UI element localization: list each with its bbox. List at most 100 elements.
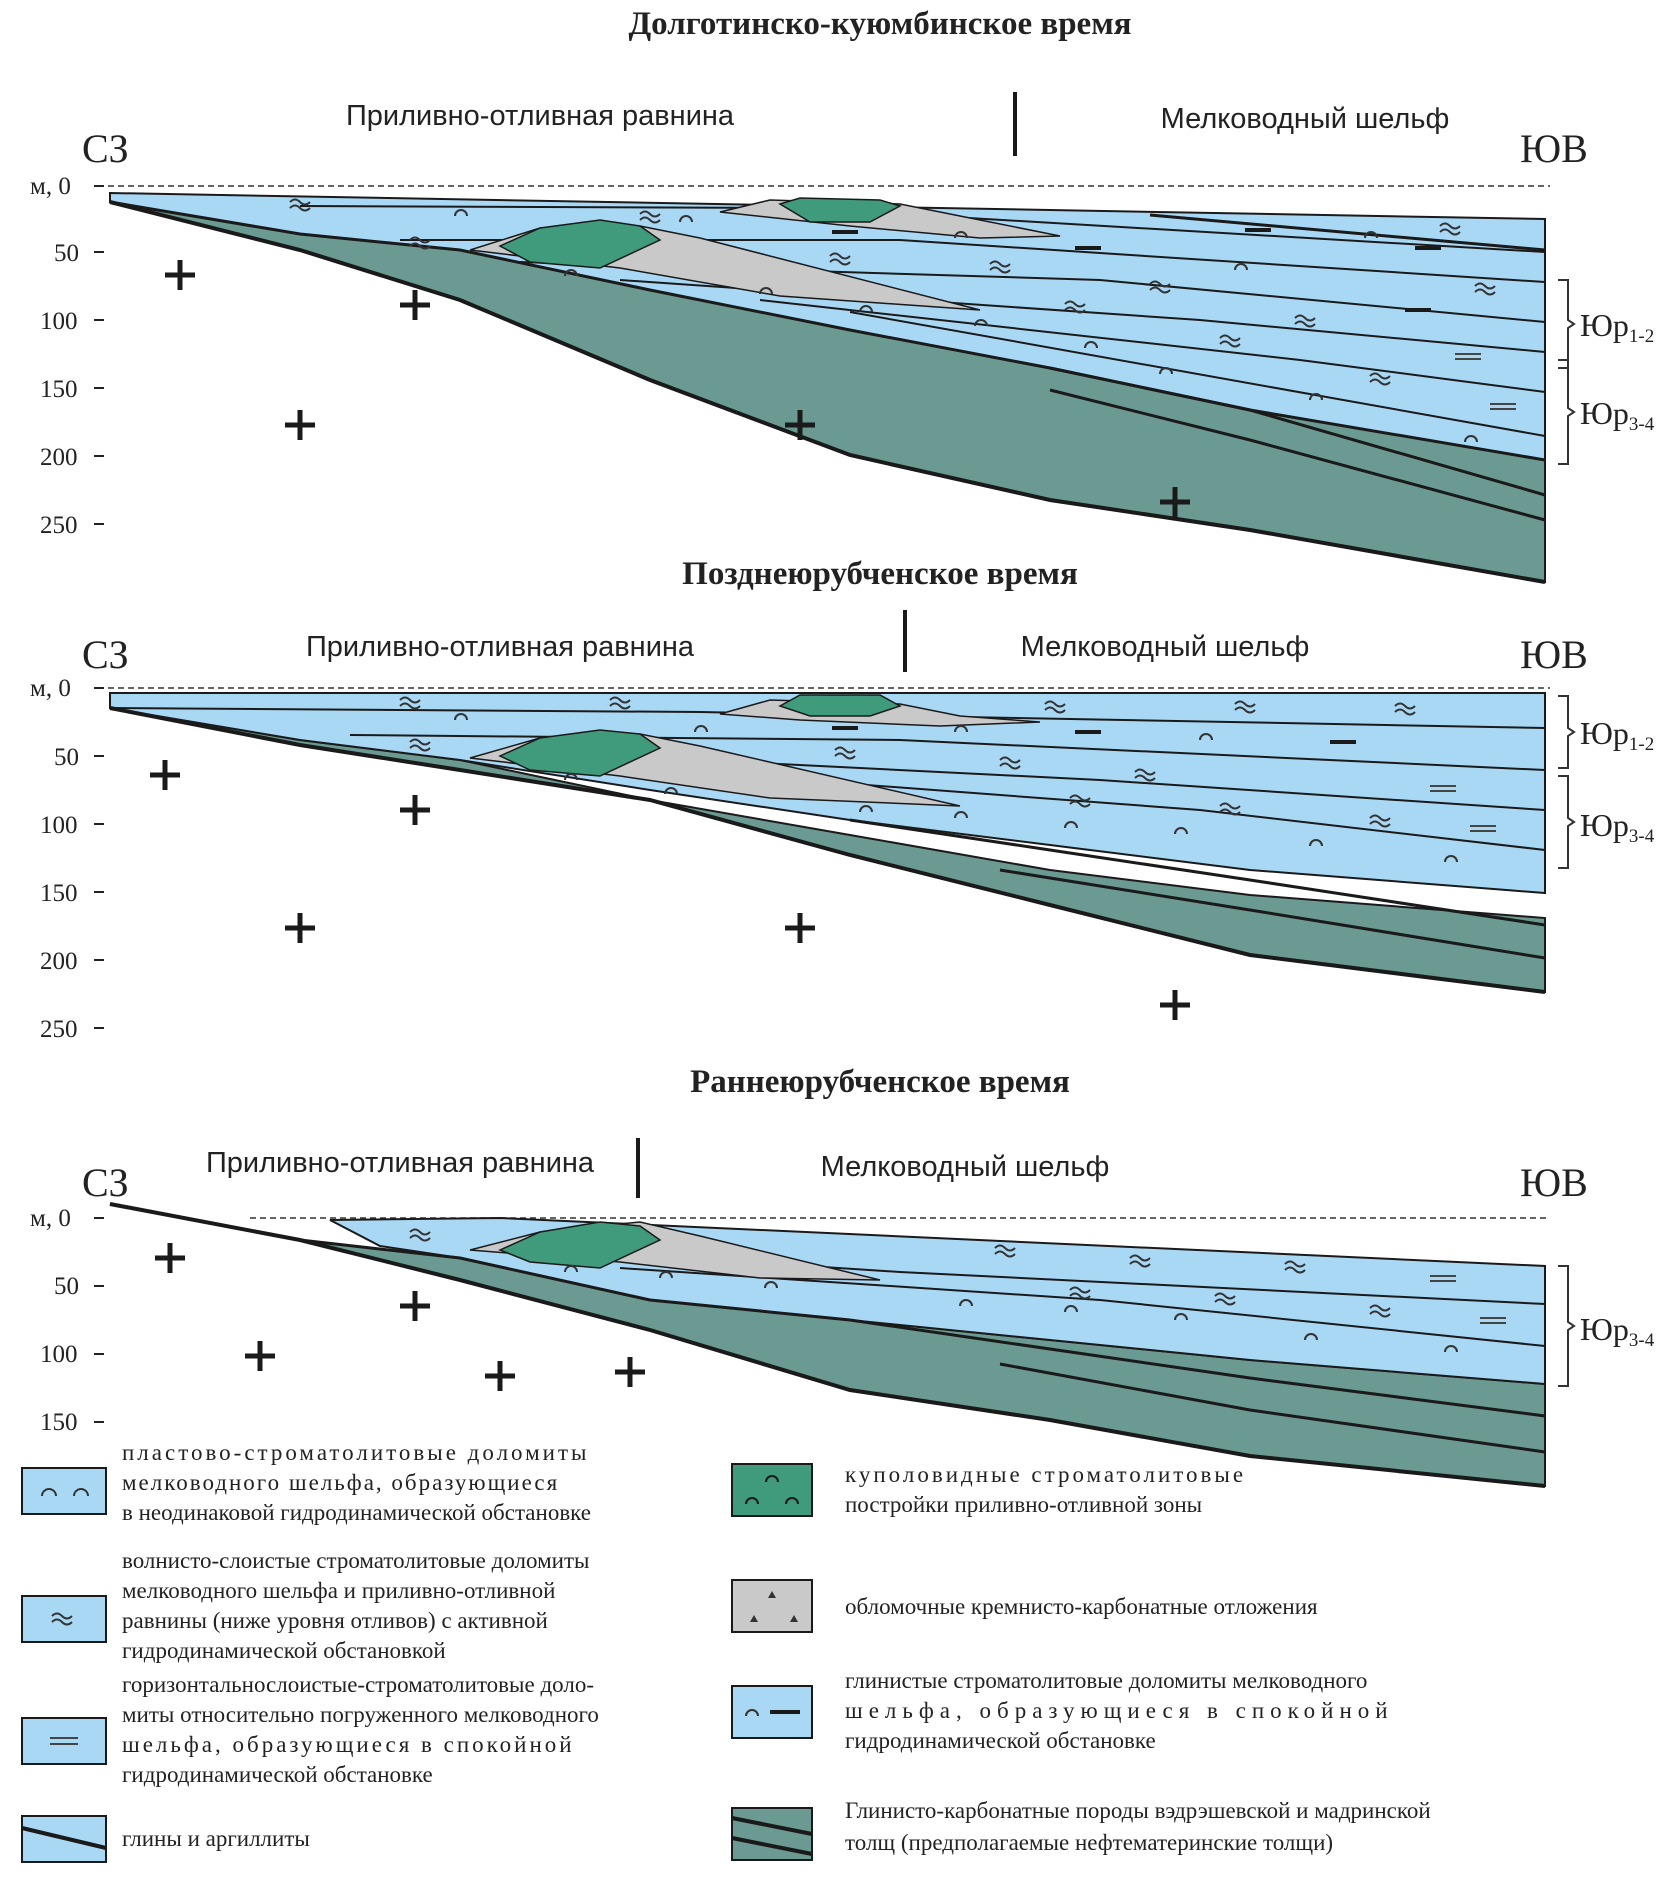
basement-base-line: [109, 200, 1546, 584]
legend-text: глинистые строматолитовые доломиты мелко…: [845, 1668, 1367, 1693]
legend-text: Глинисто-карбонатные породы вэдрэшевской…: [845, 1798, 1431, 1823]
panel-title: Долготинско-куюмбинское время: [628, 6, 1131, 42]
depth-unit-label: м, 0: [30, 675, 71, 702]
depth-tick: 100: [40, 308, 78, 335]
unit-label-jur-3-4: Юр3-4: [1580, 395, 1655, 435]
depth-tick: 50: [54, 1273, 79, 1300]
basement-base-line: [109, 1202, 1546, 1488]
direction-nw: СЗ: [82, 126, 129, 171]
legend-swatch: [21, 1717, 107, 1765]
legend-item-wavy-stromatolite-dolomite: волнисто-слоистые строматолитовые доломи…: [21, 1548, 589, 1663]
clay-dash-symbols: [832, 228, 1441, 312]
legend-text: куполовидные строматолитовые: [845, 1462, 1246, 1487]
legend-text: постройки приливно-отливной зоны: [845, 1492, 1202, 1517]
stratigraphic-unit-bracket: [1558, 1265, 1576, 1387]
legend-swatch: [21, 1595, 107, 1643]
legend-swatch: [21, 1467, 107, 1515]
legend-item-stromatolite-dome: куполовидные строматолитовые постройки п…: [731, 1462, 1246, 1517]
dome-icon: [745, 1709, 759, 1717]
legend-text: толщ (предполагаемые нефтематеринские то…: [845, 1830, 1333, 1855]
zone-label-tidal-flat: Приливно-отливная равнина: [306, 631, 695, 663]
depth-tick: 100: [40, 1341, 78, 1368]
panel-early-yurubchen: Раннеюрубченское время Приливно-отливная…: [30, 1064, 1655, 1488]
unit-label-jur-3-4: Юр3-4: [1580, 1311, 1655, 1351]
legend-swatch: [731, 1463, 813, 1517]
wavy-symbols: [399, 696, 1416, 828]
zone-label-shallow-shelf: Мелководный шельф: [821, 1151, 1110, 1183]
legend-text: пластово-строматолитовые доломиты: [122, 1440, 589, 1465]
panel-late-yurubchen: Позднеюрубченское время Приливно-отливна…: [30, 556, 1655, 1043]
horizontal-symbols: [1430, 785, 1496, 832]
stromatolite-dome: [498, 1221, 662, 1269]
legend-item-horizontal-stromatolite-dolomite: горизонтальнослоистые-строматолитовые до…: [21, 1672, 599, 1787]
stratigraphic-unit-bracket: [1558, 695, 1576, 869]
clay-line-icon: [21, 1826, 107, 1850]
panel-title: Раннеюрубченское время: [690, 1064, 1070, 1100]
stratigraphic-unit-bracket: [1558, 279, 1576, 465]
horizontal-lines-icon: [50, 1737, 78, 1745]
legend-text: глины и аргиллиты: [122, 1826, 310, 1851]
dome-symbols: [454, 209, 1478, 443]
unit-label-jur-3-4: Юр3-4: [1580, 807, 1655, 847]
clay-dash-symbols: [832, 726, 1356, 744]
depth-axis: м, 0 50 100 150: [30, 1205, 104, 1436]
legend: пластово-строматолитовые доломиты мелков…: [21, 1440, 1431, 1863]
dome-icon: [41, 1488, 89, 1497]
unit-label-jur-1-2: Юр1-2: [1580, 715, 1654, 755]
wavy-symbols: [289, 198, 1496, 386]
basement-base-line: [109, 706, 1546, 994]
zone-label-tidal-flat: Приливно-отливная равнина: [206, 1147, 595, 1179]
legend-text: шельфа, образующиеся в спокойной: [845, 1698, 1394, 1723]
zone-label-shallow-shelf: Мелководный шельф: [1021, 631, 1310, 663]
clay-line-icon: [731, 1816, 813, 1836]
clay-line-icon: [731, 1836, 813, 1856]
direction-se: ЮВ: [1520, 126, 1588, 171]
dome-symbols: [564, 1265, 1458, 1353]
legend-text: равнины (ниже уровня отливов) с активной: [122, 1608, 548, 1633]
zone-label-tidal-flat: Приливно-отливная равнина: [346, 100, 735, 132]
triangle-icon: [750, 1591, 798, 1622]
direction-se: ЮВ: [1520, 632, 1588, 677]
panel-title: Позднеюрубченское время: [682, 556, 1078, 592]
stromatolite-dome: [778, 694, 902, 717]
depth-tick: 250: [40, 512, 78, 539]
legend-text: волнисто-слоистые строматолитовые доломи…: [122, 1548, 589, 1573]
legend-item-clay: глины и аргиллиты: [21, 1815, 310, 1863]
wavy-symbols: [409, 1228, 1391, 1318]
depth-tick: 50: [54, 240, 79, 267]
depth-axis: м, 0 50 100 150 200 250: [30, 173, 104, 539]
horizontal-symbols: [1430, 1275, 1506, 1324]
depth-tick: 100: [40, 812, 78, 839]
legend-text: мелководного шельфа и приливно-отливной: [122, 1578, 555, 1603]
legend-text: шельфа, образующиеся в спокойной: [122, 1732, 575, 1757]
basement-crosses: [165, 260, 1190, 517]
direction-nw: СЗ: [82, 632, 129, 677]
basement-crosses: [150, 760, 1190, 1020]
legend-text: мелководного шельфа, образующиеся: [122, 1470, 559, 1495]
legend-text: миты относительно погруженного мелководн…: [122, 1702, 599, 1727]
dome-symbols: [454, 713, 1458, 863]
depth-tick: 50: [54, 744, 79, 771]
depth-tick: 150: [40, 376, 78, 403]
direction-nw: СЗ: [82, 1160, 129, 1205]
legend-item-clayey-stromatolite-dolomite: глинистые строматолитовые доломиты мелко…: [731, 1668, 1394, 1753]
depth-tick: 150: [40, 1409, 78, 1436]
depth-tick: 200: [40, 948, 78, 975]
legend-text: гидродинамической обстановкой: [122, 1638, 446, 1663]
legend-text: в неодинаковой гидродинамической обстано…: [122, 1500, 591, 1525]
depth-tick: 150: [40, 880, 78, 907]
depth-tick: 250: [40, 1016, 78, 1043]
horizontal-symbols: [1455, 353, 1516, 410]
wavy-icon: [51, 1612, 73, 1626]
depth-unit-label: м, 0: [30, 173, 71, 200]
basement-top-line: [109, 200, 1546, 462]
legend-text: горизонтальнослоистые-строматолитовые до…: [122, 1672, 594, 1697]
legend-item-carbonate-source: Глинисто-карбонатные породы вэдрэшевской…: [731, 1798, 1431, 1861]
direction-se: ЮВ: [1520, 1160, 1588, 1205]
legend-item-clastic: обломочные кремнисто-карбонатные отложен…: [731, 1579, 1318, 1633]
legend-swatch: [731, 1579, 813, 1633]
stromatolite-dome: [778, 197, 902, 223]
legend-text: обломочные кремнисто-карбонатные отложен…: [845, 1594, 1318, 1619]
legend-item-planar-stromatolite-dolomite: пластово-строматолитовые доломиты мелков…: [21, 1440, 591, 1525]
